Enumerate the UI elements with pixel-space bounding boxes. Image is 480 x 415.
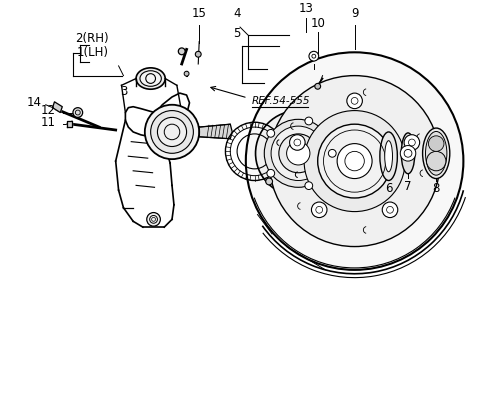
Text: 3: 3 <box>120 85 127 98</box>
Circle shape <box>246 52 463 270</box>
Text: 4: 4 <box>233 7 241 20</box>
Circle shape <box>271 126 325 181</box>
Circle shape <box>267 129 275 137</box>
Circle shape <box>151 110 193 153</box>
Text: 12: 12 <box>40 104 55 117</box>
Circle shape <box>429 136 444 151</box>
Circle shape <box>184 71 189 76</box>
Circle shape <box>305 182 312 190</box>
Ellipse shape <box>380 132 397 181</box>
Text: 2(RH): 2(RH) <box>75 32 109 44</box>
Text: 11: 11 <box>40 116 55 129</box>
Ellipse shape <box>136 68 165 89</box>
Circle shape <box>400 146 416 161</box>
Ellipse shape <box>384 141 393 172</box>
Ellipse shape <box>401 133 415 174</box>
Text: 1(LH): 1(LH) <box>76 46 108 59</box>
Circle shape <box>266 178 273 185</box>
Circle shape <box>289 135 305 150</box>
Circle shape <box>347 93 362 109</box>
Circle shape <box>195 51 201 57</box>
Circle shape <box>312 202 327 217</box>
Circle shape <box>267 169 275 177</box>
Circle shape <box>315 83 321 89</box>
Text: 13: 13 <box>299 2 313 15</box>
Polygon shape <box>52 102 62 112</box>
Circle shape <box>404 135 420 150</box>
Ellipse shape <box>140 71 161 86</box>
Circle shape <box>145 105 199 159</box>
Text: REF.54-555: REF.54-555 <box>252 96 310 106</box>
Text: 7: 7 <box>404 180 412 193</box>
Text: 10: 10 <box>310 17 325 30</box>
Circle shape <box>147 212 160 226</box>
Circle shape <box>255 110 341 196</box>
Ellipse shape <box>422 128 450 178</box>
Circle shape <box>309 51 319 61</box>
Circle shape <box>427 151 446 171</box>
Circle shape <box>287 142 310 165</box>
Circle shape <box>305 117 312 125</box>
Circle shape <box>269 76 440 247</box>
Polygon shape <box>67 121 72 127</box>
Text: 6: 6 <box>385 183 392 195</box>
Circle shape <box>179 48 185 55</box>
Ellipse shape <box>425 132 447 175</box>
Circle shape <box>157 117 187 146</box>
Circle shape <box>73 107 83 117</box>
Circle shape <box>279 134 318 173</box>
Polygon shape <box>199 124 232 139</box>
Text: 5: 5 <box>233 27 241 40</box>
Circle shape <box>382 202 398 217</box>
Circle shape <box>328 149 336 157</box>
Circle shape <box>304 110 405 212</box>
Circle shape <box>337 144 372 178</box>
Circle shape <box>264 120 332 187</box>
Circle shape <box>318 124 392 198</box>
Text: 15: 15 <box>192 7 207 20</box>
Text: 8: 8 <box>432 183 440 195</box>
Text: 9: 9 <box>351 7 359 20</box>
Text: 14: 14 <box>26 96 42 109</box>
